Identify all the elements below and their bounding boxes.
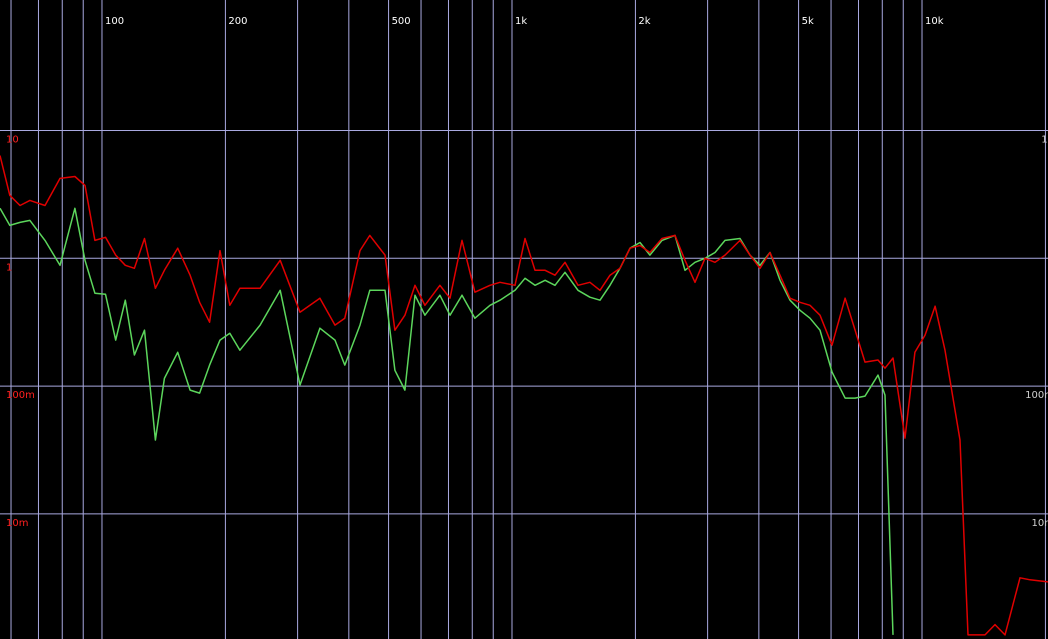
- y-tick-label-right: 100m: [1025, 390, 1048, 401]
- y-tick-label: 10m: [6, 518, 28, 529]
- y-tick-label: 1: [6, 262, 12, 273]
- x-tick-label: 2k: [638, 16, 650, 27]
- y-tick-label-right: 10m: [1032, 518, 1048, 529]
- y-tick-label: 100m: [6, 390, 35, 401]
- y-tick-label: 10: [6, 135, 19, 146]
- x-tick-label: 1k: [515, 16, 527, 27]
- x-tick-label: 500: [392, 16, 411, 27]
- series-line: [0, 155, 1048, 636]
- x-tick-label: 100: [105, 16, 124, 27]
- x-tick-label: 200: [228, 16, 247, 27]
- y-tick-label-right: 10: [1041, 135, 1048, 146]
- x-tick-label: 5k: [802, 16, 814, 27]
- series-line: [0, 207, 894, 635]
- x-tick-label: 10k: [925, 16, 944, 27]
